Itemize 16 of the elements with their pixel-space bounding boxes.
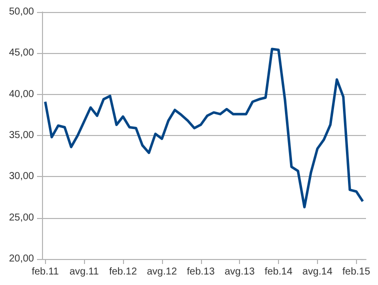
x-tick-label: feb.13	[186, 266, 216, 278]
y-tick-label: 35,00	[8, 130, 34, 141]
y-tick-label: 20,00	[8, 254, 34, 264]
x-tick-label: feb.15	[342, 266, 371, 278]
x-tick-label: avg.13	[224, 266, 256, 278]
y-tick-label: 50,00	[8, 6, 34, 18]
y-tick-label: 25,00	[8, 212, 34, 224]
x-tick-label: avg.14	[302, 266, 333, 278]
y-tick-label: 45,00	[8, 48, 34, 59]
x-tick-label: feb.11	[32, 266, 60, 278]
x-tick-label: avg.12	[146, 266, 178, 278]
x-tick-label: feb.12	[109, 266, 138, 278]
y-tick-label: 40,00	[8, 88, 34, 100]
x-tick-label: avg.11	[69, 266, 100, 278]
x-tick-label: feb.14	[264, 266, 293, 278]
y-tick-label: 30,00	[8, 171, 34, 182]
